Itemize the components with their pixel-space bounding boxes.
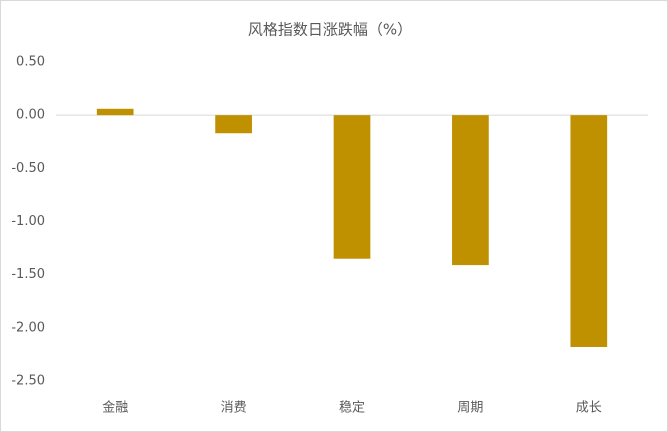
bar [96, 108, 134, 116]
bar [333, 115, 371, 259]
y-tick-label: -1.00 [11, 214, 45, 229]
y-tick-label: -2.50 [11, 374, 45, 389]
x-tick-label: 金融 [102, 400, 128, 416]
bar [570, 115, 608, 347]
y-tick-label: 0.00 [16, 108, 45, 123]
y-tick-label: 0.50 [16, 55, 45, 70]
y-tick-label: -0.50 [11, 161, 45, 176]
y-tick-label: -1.50 [11, 267, 45, 282]
x-tick-label: 消费 [221, 401, 247, 416]
x-tick-label: 稳定 [339, 400, 365, 416]
x-tick-label: 成长 [576, 401, 602, 416]
x-tick-label: 周期 [457, 401, 483, 416]
bar [215, 115, 252, 134]
chart-title: 风格指数日涨跌幅（%） [248, 21, 412, 39]
bar [452, 115, 489, 266]
y-tick-label: -2.00 [11, 320, 45, 335]
